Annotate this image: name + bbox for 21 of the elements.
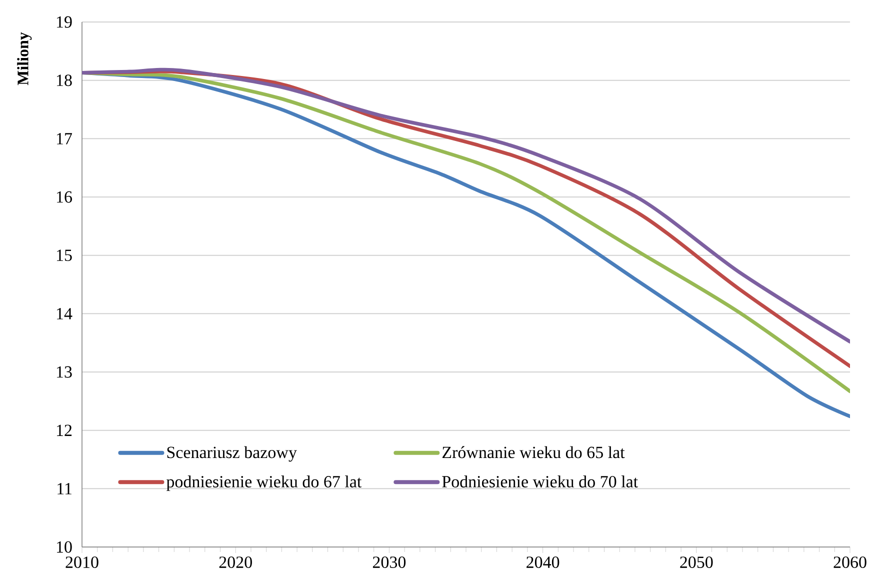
y-tick-label: 13 (56, 366, 72, 378)
legend-label: Zrównanie wieku do 65 lat (442, 446, 625, 458)
y-tick-label: 14 (56, 308, 72, 320)
y-tick-label: 18 (56, 74, 72, 86)
x-tick-label: 2050 (680, 556, 713, 568)
y-tick-label: 15 (56, 250, 72, 262)
legend-label: Scenariusz bazowy (167, 446, 297, 462)
y-tick-label: 12 (56, 424, 72, 436)
y-tick-label: 10 (56, 541, 72, 553)
y-tick-label: 16 (56, 191, 72, 203)
y-tick-label: 19 (56, 16, 72, 28)
y-tick-label: 17 (56, 133, 72, 144)
legend-label: Podniesienie wieku do 70 lat (442, 475, 638, 488)
x-tick-label: 2040 (526, 556, 560, 568)
legend-label: podniesienie wieku do 67 lat (166, 475, 362, 491)
x-tick-label: 2020 (219, 556, 252, 568)
x-tick-label: 2060 (834, 556, 866, 568)
x-tick-label: 2030 (372, 556, 406, 568)
y-tick-label: 11 (58, 483, 72, 494)
y-axis-title: Miliony (17, 32, 32, 86)
x-tick-label: 2010 (66, 556, 98, 568)
